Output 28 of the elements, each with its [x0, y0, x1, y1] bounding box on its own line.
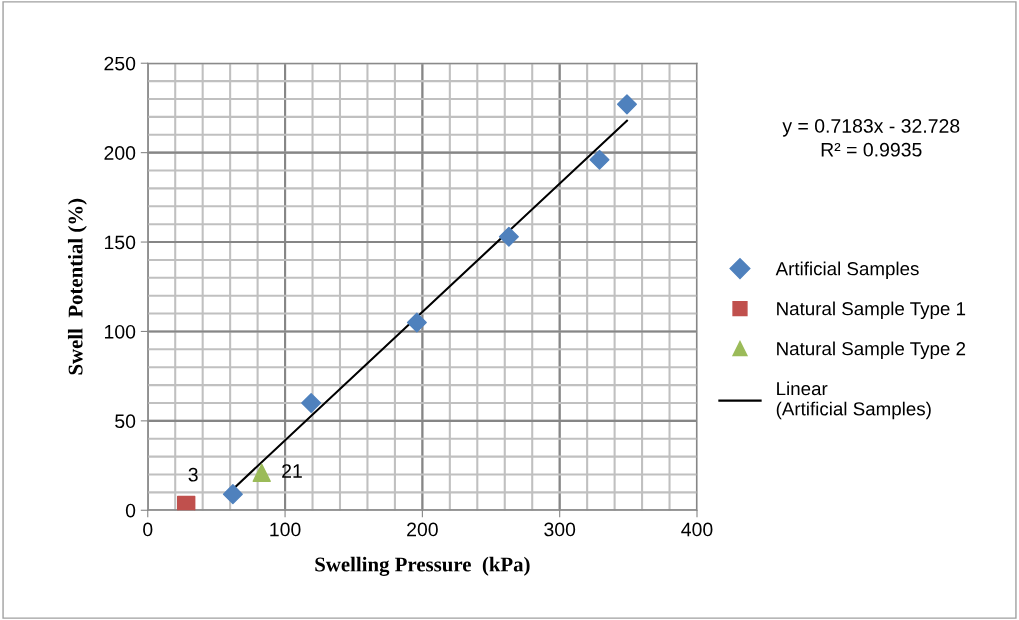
y-tick-label: 50 — [115, 414, 136, 429]
point — [222, 484, 243, 505]
point — [301, 392, 322, 413]
point — [406, 312, 427, 333]
legend-label: Natural Sample Type 2 — [777, 341, 966, 360]
legend-label: Natural Sample Type 1 — [777, 301, 966, 320]
data-label: 21 — [282, 464, 302, 478]
point — [616, 94, 637, 115]
x-tick-label: 100 — [270, 522, 301, 537]
x-tick-label: 400 — [681, 522, 713, 537]
y-tick-label: 250 — [104, 56, 136, 71]
point — [252, 463, 271, 482]
data-label: 3 — [188, 467, 198, 482]
y-tick-label: 0 — [125, 503, 136, 518]
y-tick-label: 200 — [104, 146, 136, 160]
x-axis-title: Swelling Pressure (kPa) — [315, 556, 530, 576]
y-axis-title: Swell Potential (%) — [67, 198, 87, 375]
text: y = 0.7183x - 32.728 R² = 0.9935 — [782, 119, 960, 157]
legend-label: Linear (Artificial Samples) — [776, 381, 931, 420]
y-tick-label: 100 — [104, 324, 136, 339]
x-tick-label: 0 — [143, 522, 153, 537]
point — [589, 149, 610, 170]
y-tick-label: 150 — [104, 235, 136, 250]
x-tick-label: 300 — [544, 522, 576, 537]
legend-label: Artificial Samples — [775, 261, 919, 280]
x-tick-label: 200 — [407, 522, 438, 537]
point — [498, 226, 519, 247]
point — [177, 495, 196, 511]
